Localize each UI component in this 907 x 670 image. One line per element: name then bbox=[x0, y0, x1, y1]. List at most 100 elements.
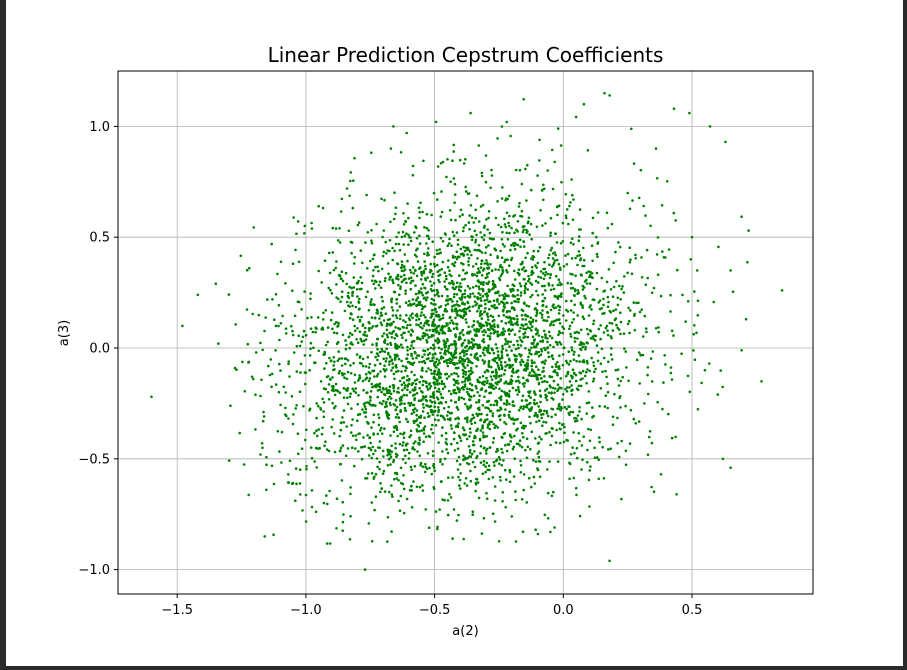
scatter-point bbox=[566, 281, 569, 285]
scatter-point bbox=[495, 346, 499, 350]
scatter-point bbox=[535, 266, 538, 269]
scatter-point bbox=[297, 300, 301, 304]
scatter-point bbox=[481, 289, 485, 293]
scatter-point bbox=[448, 273, 452, 276]
scatter-point bbox=[454, 335, 458, 339]
scatter-point bbox=[396, 273, 400, 277]
scatter-point bbox=[433, 469, 437, 473]
scatter-point bbox=[535, 352, 538, 355]
scatter-point bbox=[430, 400, 434, 404]
scatter-point bbox=[455, 326, 458, 329]
scatter-point bbox=[747, 229, 750, 232]
scatter-point bbox=[689, 258, 693, 261]
scatter-point bbox=[559, 377, 563, 380]
scatter-point bbox=[483, 310, 486, 314]
scatter-point bbox=[568, 461, 571, 465]
scatter-point bbox=[535, 311, 539, 314]
scatter-point bbox=[435, 366, 438, 369]
scatter-point bbox=[425, 370, 428, 373]
scatter-point bbox=[349, 486, 352, 489]
scatter-point bbox=[534, 437, 537, 440]
scatter-point bbox=[482, 238, 486, 241]
scatter-point bbox=[509, 440, 512, 443]
scatter-point bbox=[461, 229, 465, 233]
scatter-point bbox=[634, 257, 637, 260]
scatter-point bbox=[522, 245, 526, 248]
scatter-point bbox=[582, 102, 586, 106]
scatter-point bbox=[415, 236, 419, 240]
scatter-point bbox=[561, 325, 564, 329]
scatter-point bbox=[448, 316, 452, 320]
scatter-point bbox=[471, 235, 474, 239]
scatter-point bbox=[435, 310, 438, 314]
scatter-point bbox=[247, 360, 251, 364]
scatter-point bbox=[580, 417, 583, 421]
scatter-point bbox=[432, 191, 436, 195]
scatter-point bbox=[458, 478, 462, 482]
scatter-point bbox=[451, 476, 454, 479]
scatter-point bbox=[503, 414, 506, 417]
scatter-point bbox=[379, 370, 382, 373]
scatter-point bbox=[436, 383, 439, 386]
scatter-point bbox=[387, 391, 391, 395]
scatter-point bbox=[348, 331, 352, 335]
scatter-point bbox=[505, 449, 509, 453]
scatter-point bbox=[536, 452, 539, 455]
scatter-point bbox=[567, 363, 571, 366]
scatter-point bbox=[496, 380, 500, 384]
scatter-point bbox=[420, 311, 423, 314]
scatter-point bbox=[390, 450, 394, 454]
scatter-point bbox=[503, 245, 506, 248]
scatter-point bbox=[565, 386, 569, 389]
scatter-point bbox=[517, 390, 521, 394]
scatter-point bbox=[419, 375, 423, 379]
scatter-point bbox=[348, 194, 351, 198]
scatter-point bbox=[568, 204, 571, 208]
scatter-point bbox=[444, 431, 448, 435]
scatter-point bbox=[467, 325, 471, 329]
scatter-point bbox=[333, 393, 337, 397]
scatter-point bbox=[634, 253, 637, 257]
scatter-point bbox=[645, 248, 649, 252]
scatter-point bbox=[340, 295, 344, 299]
scatter-point bbox=[523, 289, 526, 293]
scatter-point bbox=[371, 274, 375, 278]
scatter-point bbox=[287, 417, 290, 420]
scatter-point bbox=[570, 348, 574, 352]
scatter-point bbox=[377, 423, 381, 427]
scatter-point bbox=[498, 276, 501, 280]
scatter-point bbox=[501, 347, 505, 351]
scatter-point bbox=[464, 158, 467, 161]
scatter-point bbox=[349, 312, 353, 315]
scatter-point bbox=[346, 388, 349, 392]
scatter-point bbox=[374, 383, 378, 387]
scatter-point bbox=[606, 226, 610, 230]
scatter-point bbox=[404, 454, 407, 458]
scatter-point bbox=[337, 350, 341, 353]
scatter-point bbox=[494, 386, 498, 389]
scatter-point bbox=[433, 364, 436, 367]
scatter-point bbox=[521, 268, 524, 271]
scatter-point bbox=[481, 404, 485, 407]
scatter-point bbox=[574, 256, 577, 260]
scatter-point bbox=[279, 260, 283, 264]
scatter-point bbox=[602, 331, 606, 334]
scatter-point bbox=[520, 445, 524, 449]
scatter-point bbox=[433, 377, 437, 380]
scatter-point bbox=[496, 137, 499, 140]
scatter-point bbox=[643, 402, 646, 405]
scatter-point bbox=[402, 441, 405, 444]
scatter-point bbox=[451, 230, 455, 234]
scatter-point bbox=[485, 292, 489, 295]
scatter-point bbox=[555, 365, 558, 369]
scatter-point bbox=[541, 303, 545, 307]
scatter-point bbox=[496, 350, 500, 353]
scatter-point bbox=[274, 293, 278, 296]
scatter-point bbox=[342, 409, 346, 412]
scatter-point bbox=[392, 372, 396, 376]
scatter-point bbox=[382, 357, 386, 361]
scatter-point bbox=[480, 412, 483, 416]
scatter-point bbox=[390, 444, 394, 448]
scatter-point bbox=[391, 279, 394, 283]
scatter-point bbox=[588, 469, 591, 472]
